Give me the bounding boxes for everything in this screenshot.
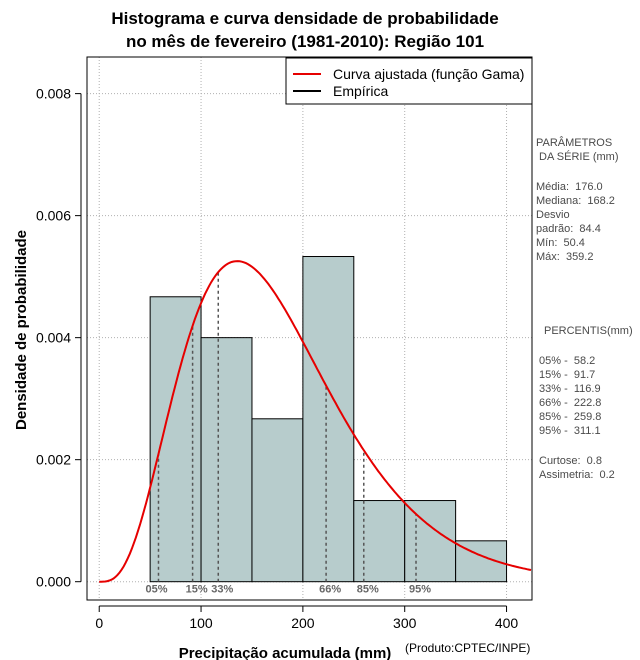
y-tick-label: 0.000 xyxy=(36,574,71,590)
percentile-markers: 05% 15% 33% 66% 85% 95% xyxy=(145,272,431,596)
percentile-label: 85% xyxy=(357,584,379,596)
y-tick-label: 0.002 xyxy=(36,452,71,468)
plot-frame xyxy=(86,56,533,601)
histogram-bar xyxy=(404,500,457,583)
y-tick-label: 0.006 xyxy=(36,208,71,224)
percentile-95: 95% - 311.1 xyxy=(539,425,601,437)
percentile-label: 95% xyxy=(409,584,431,596)
x-tick-label: 200 xyxy=(291,615,315,631)
params-title-2: DA SÉRIE (mm) xyxy=(536,151,619,163)
percentile-label: 05% xyxy=(145,584,167,596)
histogram-bar xyxy=(251,418,304,583)
fitted-gamma-curve xyxy=(99,260,532,583)
y-tick-label: 0.008 xyxy=(36,86,71,102)
percentile-85: 85% - 259.8 xyxy=(539,411,602,423)
y-tick-label: 0.004 xyxy=(36,330,71,346)
percentile-label: 66% xyxy=(319,584,341,596)
x-tick-label: 400 xyxy=(495,615,519,631)
legend-label: Empírica xyxy=(333,83,388,99)
y-axis-label: Densidade de probabilidade xyxy=(13,230,30,430)
percentis-title: PERCENTIS(mm) xyxy=(544,325,633,337)
legend-box xyxy=(285,57,533,105)
percentile-66: 66% - 222.8 xyxy=(539,397,602,409)
param-mediana: Mediana: 168.2 xyxy=(536,195,615,207)
chart-title-line-2: no mês de fevereiro (1981-2010): Região … xyxy=(125,32,485,51)
percentile-15: 15% - 91.7 xyxy=(539,369,596,381)
percentile-label: 33% xyxy=(211,584,233,596)
chart-title-line-1: Histograma e curva densidade de probabil… xyxy=(111,9,499,28)
x-tick-label: 0 xyxy=(95,615,103,631)
axes: 0 100 200 300 400 0.000 0.002 0.004 0.006 0.008 xyxy=(36,86,518,631)
legend-label: Curva ajustada (função Gama) xyxy=(333,66,524,82)
param-max: Máx: 359.2 xyxy=(536,251,594,263)
x-axis-label: Precipitação acumulada (mm) xyxy=(179,645,392,660)
histogram-bar xyxy=(353,500,406,583)
stat-curtose: Curtose: 0.8 xyxy=(539,455,602,467)
percentile-05: 05% - 58.2 xyxy=(539,355,596,367)
histogram-bar xyxy=(302,256,355,583)
param-media: Média: 176.0 xyxy=(536,181,603,193)
histogram-bars xyxy=(149,256,508,583)
param-desvio-value: padrão: 84.4 xyxy=(536,223,601,235)
legend: Curva ajustada (função Gama)Empírica xyxy=(285,57,533,105)
x-tick-label: 100 xyxy=(189,615,213,631)
params-title-1: PARÂMETROS xyxy=(536,137,613,149)
histogram-bar xyxy=(200,337,253,583)
fitted-curve-layer xyxy=(99,260,532,583)
param-min: Mín: 50.4 xyxy=(536,237,585,249)
param-desvio-label: Desvio xyxy=(536,209,570,221)
stat-assimetria: Assimetria: 0.2 xyxy=(539,469,615,481)
percentile-33: 33% - 116.9 xyxy=(539,383,601,395)
percentile-label: 15% xyxy=(186,584,208,596)
product-credit: (Produto:CPTEC/INPE) xyxy=(405,641,530,655)
x-tick-label: 300 xyxy=(393,615,417,631)
